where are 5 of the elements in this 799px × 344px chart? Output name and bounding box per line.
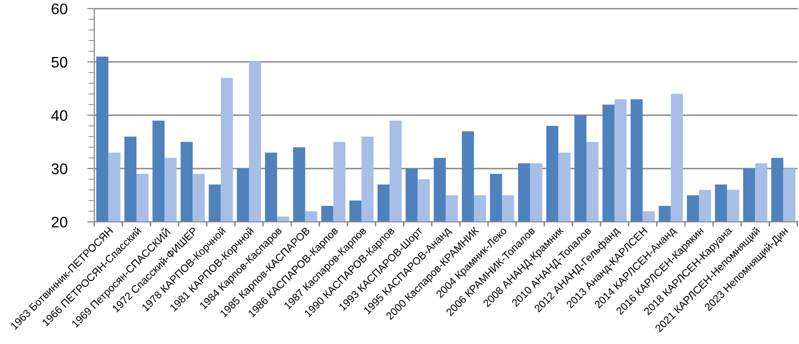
- y-tick-label: 60: [52, 3, 68, 14]
- y-tick-label: 20: [52, 216, 68, 228]
- y-tick-label: 30: [51, 163, 68, 174]
- y-tick-label: 40: [51, 110, 68, 121]
- y-tick-label: 50: [52, 56, 68, 68]
